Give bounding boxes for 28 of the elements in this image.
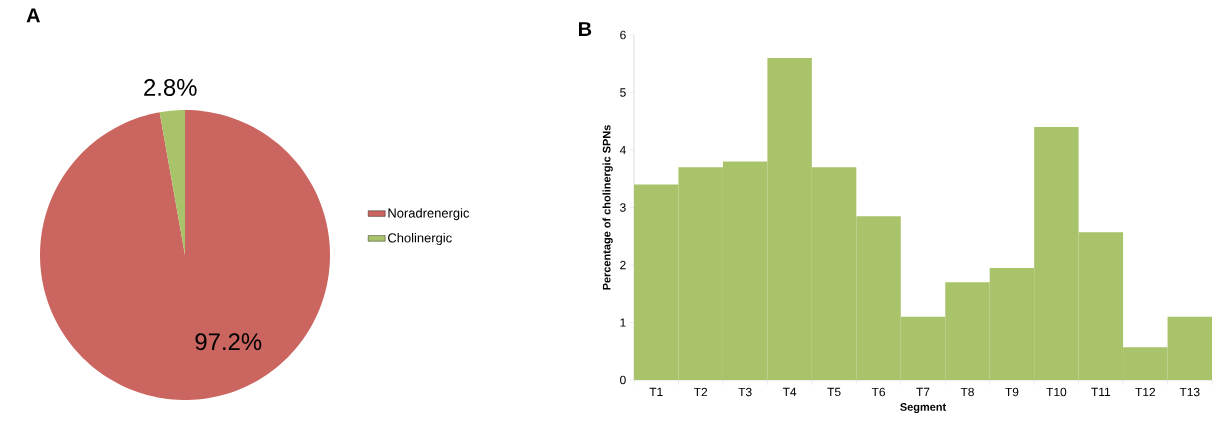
- y-tick-label: 0: [620, 375, 626, 385]
- y-axis-title: Percentage of cholinergic SPNs: [602, 125, 613, 290]
- x-tick-label: T13: [1179, 387, 1200, 397]
- y-tick-label: 6: [620, 30, 626, 40]
- y-tick-label: 3: [620, 203, 626, 212]
- legend-label: Noradrenergic: [388, 208, 470, 221]
- x-tick-label: T4: [782, 387, 797, 396]
- x-tick-label: T11: [1091, 387, 1111, 396]
- x-tick-label: T7: [916, 387, 930, 396]
- data-label: 2.8%: [144, 78, 197, 96]
- y-tick-label: 1: [620, 318, 626, 327]
- y-tick-label: 2: [620, 260, 626, 270]
- y-tick-label: 5: [620, 88, 626, 97]
- x-tick-label: T9: [1005, 387, 1019, 397]
- x-tick-label: T10: [1046, 387, 1067, 397]
- x-tick-label: T6: [871, 387, 885, 397]
- y-tick-label: 4: [619, 145, 626, 155]
- x-tick-label: T1: [649, 387, 663, 396]
- legend-label: Cholinergic: [388, 232, 452, 246]
- chart-title: A: [26, 8, 40, 23]
- x-tick-label: T5: [827, 387, 841, 397]
- chart-title: B: [579, 22, 592, 36]
- data-label: 97.2%: [195, 333, 262, 351]
- x-tick-label: T3: [738, 387, 752, 397]
- x-tick-label: T8: [960, 387, 974, 397]
- x-axis-title: Segment: [900, 403, 947, 414]
- x-tick-label: T12: [1135, 387, 1156, 397]
- x-tick-label: T2: [693, 387, 708, 397]
